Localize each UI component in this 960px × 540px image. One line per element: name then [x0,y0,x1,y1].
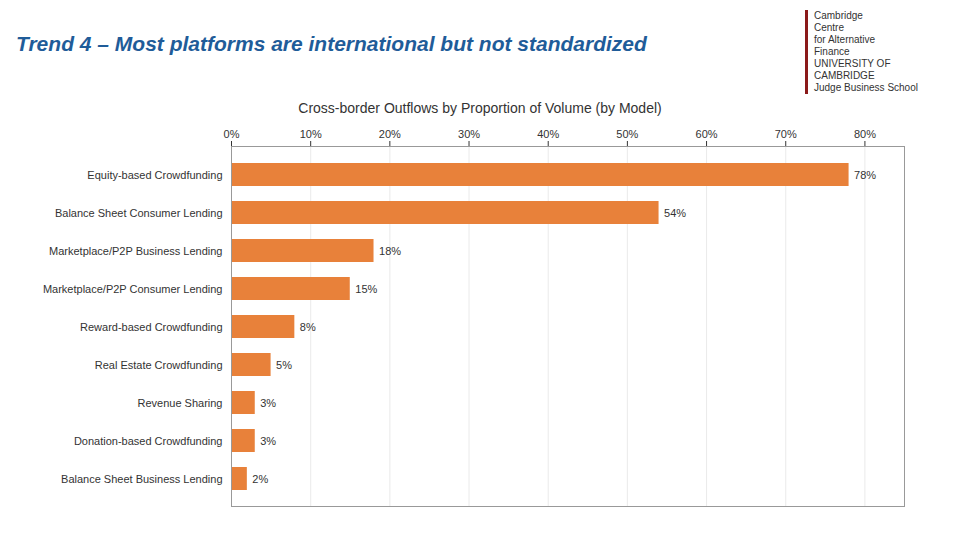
svg-text:54%: 54% [664,207,686,219]
html-text:UNIVERSITY OF: UNIVERSITY OF [814,58,891,69]
svg-text:Balance Sheet Business Lending: Balance Sheet Business Lending [61,473,222,485]
svg-text:30%: 30% [458,128,480,140]
svg-text:80%: 80% [854,128,876,140]
svg-text:Real Estate Crowdfunding: Real Estate Crowdfunding [95,359,223,371]
html-text:Judge Business School: Judge Business School [814,82,918,93]
svg-text:5%: 5% [276,359,292,371]
svg-text:0%: 0% [224,128,240,140]
html-text:Finance: Finance [814,46,850,57]
html-text:for Alternative: for Alternative [814,34,876,45]
svg-text:18%: 18% [379,245,401,257]
svg-text:10%: 10% [300,128,322,140]
html-text:Trend 4 – Most platforms are i: Trend 4 – Most platforms are internation… [16,32,647,55]
svg-text:15%: 15% [355,283,377,295]
svg-text:Balance Sheet Consumer Lending: Balance Sheet Consumer Lending [55,207,223,219]
svg-text:Marketplace/P2P Consumer Lendi: Marketplace/P2P Consumer Lending [43,283,223,295]
svg-text:78%: 78% [854,169,876,181]
svg-text:2%: 2% [252,473,268,485]
svg-text:3%: 3% [260,435,276,447]
svg-text:Equity-based Crowdfunding: Equity-based Crowdfunding [87,169,222,181]
svg-text:70%: 70% [775,128,797,140]
svg-text:Donation-based Crowdfunding: Donation-based Crowdfunding [74,435,223,447]
html-text:Cross-border Outflows by Propo: Cross-border Outflows by Proportion of V… [298,100,662,116]
svg-text:50%: 50% [616,128,638,140]
svg-text:Marketplace/P2P Business Lendi: Marketplace/P2P Business Lending [49,245,222,257]
svg-text:8%: 8% [300,321,316,333]
svg-text:3%: 3% [260,397,276,409]
svg-text:20%: 20% [379,128,401,140]
html-text:Centre: Centre [814,22,844,33]
svg-text:Revenue Sharing: Revenue Sharing [137,397,222,409]
html-text:Cambridge: Cambridge [814,10,863,21]
svg-text:40%: 40% [537,128,559,140]
svg-text:Reward-based Crowdfunding: Reward-based Crowdfunding [80,321,222,333]
svg-text:60%: 60% [696,128,718,140]
html-text:CAMBRIDGE: CAMBRIDGE [814,70,875,81]
